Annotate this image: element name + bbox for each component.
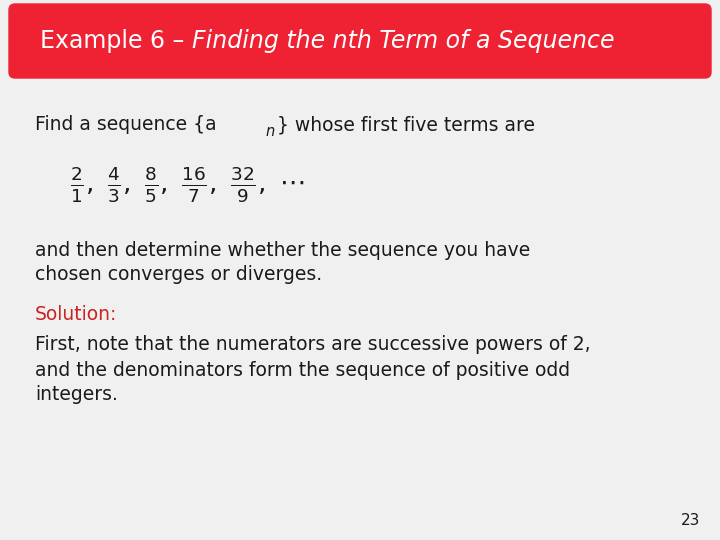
Text: $\frac{2}{1},\ \frac{4}{3},\ \frac{8}{5},\ \frac{16}{7},\ \frac{32}{9},\ \cdots$: $\frac{2}{1},\ \frac{4}{3},\ \frac{8}{5}… — [70, 165, 305, 205]
Text: 23: 23 — [680, 513, 700, 528]
Text: integers.: integers. — [35, 386, 118, 404]
Text: chosen converges or diverges.: chosen converges or diverges. — [35, 266, 322, 285]
Text: First, note that the numerators are successive powers of 2,: First, note that the numerators are succ… — [35, 335, 590, 354]
Text: Find a sequence {a: Find a sequence {a — [35, 116, 217, 134]
Text: Example 6 –: Example 6 – — [40, 29, 192, 53]
Text: Solution:: Solution: — [35, 306, 117, 325]
Text: n: n — [265, 124, 274, 138]
Text: and the denominators form the sequence of positive odd: and the denominators form the sequence o… — [35, 361, 570, 380]
Text: } whose first five terms are: } whose first five terms are — [277, 116, 535, 134]
FancyBboxPatch shape — [9, 4, 711, 78]
Text: Finding the nth Term of a Sequence: Finding the nth Term of a Sequence — [192, 29, 614, 53]
Text: and then determine whether the sequence you have: and then determine whether the sequence … — [35, 240, 530, 260]
